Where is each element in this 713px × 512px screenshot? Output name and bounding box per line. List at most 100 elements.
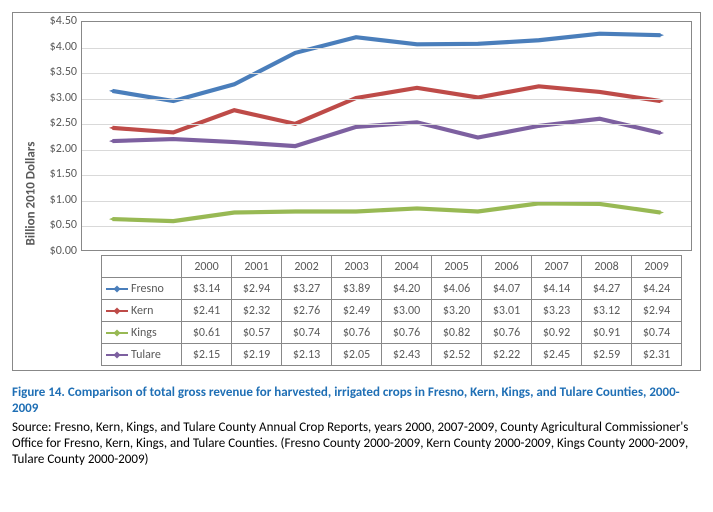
table-header-cell: 2008 <box>582 256 632 278</box>
table-cell: $2.19 <box>232 344 282 366</box>
data-table: 2000200120022003200420052006200720082009… <box>101 255 682 366</box>
table-cell: $2.13 <box>282 344 332 366</box>
legend-marker-icon <box>113 285 120 292</box>
table-cell: $2.22 <box>482 344 532 366</box>
table-cell: $3.12 <box>582 300 632 322</box>
y-axis-label: Billion 2010 Dollars <box>24 142 39 246</box>
table-cell: $2.94 <box>632 300 682 322</box>
y-tick: $0.50 <box>50 218 77 232</box>
table-cell: $3.00 <box>382 300 432 322</box>
table-cell: $0.92 <box>532 322 582 344</box>
plot-column: $0.00$0.50$1.00$1.50$2.00$2.50$3.00$3.50… <box>41 21 692 366</box>
table-header-cell: 2002 <box>282 256 332 278</box>
table-cell: $4.24 <box>632 278 682 300</box>
table-cell: $2.05 <box>332 344 382 366</box>
table-cell: $2.59 <box>582 344 632 366</box>
gridline <box>82 99 691 100</box>
table-cell: $3.23 <box>532 300 582 322</box>
table-cell: $2.43 <box>382 344 432 366</box>
y-tick: $1.00 <box>50 193 77 207</box>
gridline <box>82 48 691 49</box>
plot-area <box>81 21 692 251</box>
table-cell: $2.31 <box>632 344 682 366</box>
table-cell: $0.82 <box>432 322 482 344</box>
table-cell: $2.32 <box>232 300 282 322</box>
series-label-cell: Tulare <box>102 344 182 366</box>
table-header-cell: 2009 <box>632 256 682 278</box>
series-name: Fresno <box>131 282 164 296</box>
y-axis-label-wrap: Billion 2010 Dollars <box>21 21 41 366</box>
table-cell: $4.27 <box>582 278 632 300</box>
table-cell: $4.20 <box>382 278 432 300</box>
table-cell: $2.45 <box>532 344 582 366</box>
table-header-cell: 2005 <box>432 256 482 278</box>
y-tick: $2.00 <box>50 142 77 156</box>
series-name: Kings <box>131 326 157 340</box>
table-cell: $0.74 <box>282 322 332 344</box>
legend-swatch <box>106 329 128 337</box>
legend-marker-icon <box>113 329 120 336</box>
table-header-cell: 2003 <box>332 256 382 278</box>
table-header-cell: 2006 <box>482 256 532 278</box>
line-series-svg <box>82 22 691 250</box>
y-tick: $4.50 <box>50 14 77 28</box>
table-row: Tulare $2.15$2.19$2.13$2.05$2.43$2.52$2.2… <box>102 344 682 366</box>
table-row: Kern$2.41$2.32$2.76$2.49$3.00$3.20$3.01$… <box>102 300 682 322</box>
table-cell: $4.06 <box>432 278 482 300</box>
table-cell: $0.57 <box>232 322 282 344</box>
series-label-cell: Fresno <box>102 278 182 300</box>
table-row: Fresno $3.14$2.94$3.27$3.89$4.20$4.06$4.0… <box>102 278 682 300</box>
legend-swatch <box>106 307 128 315</box>
chart-inner: Billion 2010 Dollars $0.00 $0.50 $1.00 $1.5… <box>21 21 692 366</box>
plot-row: $0.00$0.50$1.00$1.50$2.00$2.50$3.00$3.50… <box>41 21 692 251</box>
figure-caption: Figure 14. Comparison of total gross rev… <box>12 385 701 468</box>
table-cell: $0.76 <box>332 322 382 344</box>
table-header-row: 2000200120022003200420052006200720082009 <box>102 256 682 278</box>
table-cell: $2.94 <box>232 278 282 300</box>
caption-source: Source: Fresno, Kern, Kings, and Tulare … <box>12 420 701 469</box>
y-tick: $3.00 <box>50 91 77 105</box>
table-cell: $4.07 <box>482 278 532 300</box>
y-tick: $3.50 <box>50 65 77 79</box>
gridline <box>82 73 691 74</box>
gridline <box>82 201 691 202</box>
table-cell: $2.15 <box>182 344 232 366</box>
y-tick: $4.00 <box>50 40 77 54</box>
series-line <box>112 203 660 221</box>
y-tick: $1.50 <box>50 167 77 181</box>
table-cell: $0.76 <box>482 322 532 344</box>
table-cell: $0.61 <box>182 322 232 344</box>
table-cell: $4.14 <box>532 278 582 300</box>
table-cell: $0.76 <box>382 322 432 344</box>
gridline <box>82 226 691 227</box>
table-cell: $0.74 <box>632 322 682 344</box>
table-cell: $3.20 <box>432 300 482 322</box>
y-tick-column: $0.00$0.50$1.00$1.50$2.00$2.50$3.00$3.50… <box>41 21 81 251</box>
table-cell: $3.01 <box>482 300 532 322</box>
table-header-cell: 2001 <box>232 256 282 278</box>
table-cell: $0.91 <box>582 322 632 344</box>
series-name: Kern <box>131 304 153 318</box>
table-cell: $2.76 <box>282 300 332 322</box>
table-cell: $2.49 <box>332 300 382 322</box>
table-header-cell: 2007 <box>532 256 582 278</box>
gridline <box>82 124 691 125</box>
table-cell: $3.27 <box>282 278 332 300</box>
legend-marker-icon <box>113 351 120 358</box>
series-name: Tulare <box>131 348 161 362</box>
legend-swatch <box>106 285 128 293</box>
y-tick: $0.00 <box>50 244 77 258</box>
series-label-cell: Kings <box>102 322 182 344</box>
table-row: Kings$0.61$0.57$0.74$0.76$0.76$0.82$0.76… <box>102 322 682 344</box>
table-cell: $3.89 <box>332 278 382 300</box>
table-cell: $2.52 <box>432 344 482 366</box>
table-header-cell: 2000 <box>182 256 232 278</box>
chart-frame: Billion 2010 Dollars $0.00 $0.50 $1.00 $1.5… <box>12 12 701 371</box>
caption-title: Figure 14. Comparison of total gross rev… <box>12 385 701 418</box>
table-header-cell: 2004 <box>382 256 432 278</box>
gridline <box>82 175 691 176</box>
table-corner-cell <box>102 256 182 278</box>
table-cell: $3.14 <box>182 278 232 300</box>
legend-swatch <box>106 351 128 359</box>
table-cell: $2.41 <box>182 300 232 322</box>
